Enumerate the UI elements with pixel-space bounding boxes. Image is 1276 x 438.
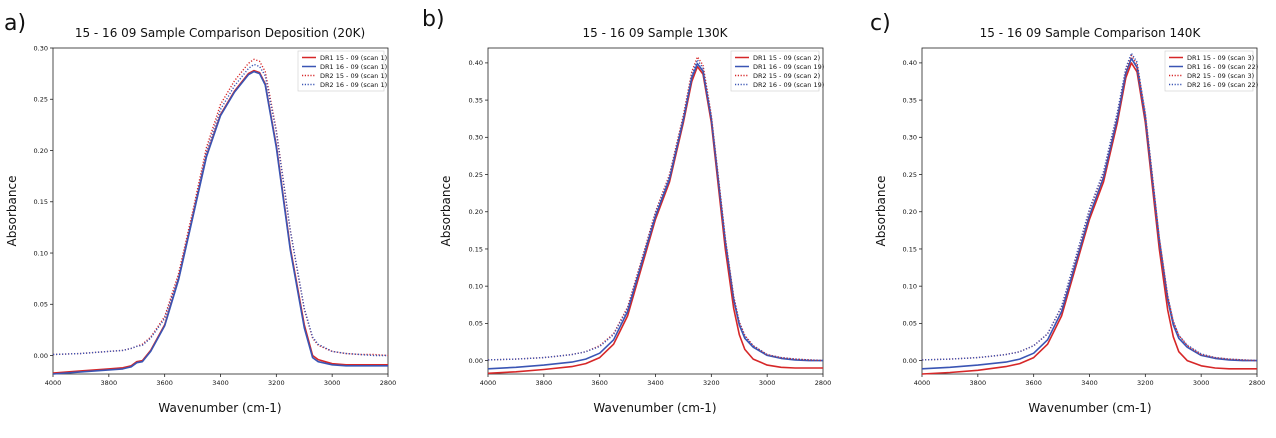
panel-b-axes: 4000 3800 3600 3400 3200 3000 2800 0.00 0.05 0.10… (469, 59, 832, 387)
panel-c-ytick-label: 0.20 (903, 208, 917, 216)
panel-b-ytick-label: 0.10 (469, 282, 483, 290)
panel-c-xtick-label: 3800 (970, 379, 987, 387)
panel-b: b) 15 - 16 09 Sample 130K Wavenumber (cm… (422, 7, 831, 415)
panel-c-legend-label-3: DR2 15 - 09 (scan 3) (1187, 72, 1254, 80)
panel-a-label: a) (4, 11, 26, 36)
panel-c-series-4-line (921, 52, 1258, 362)
panel-b-ytick-label: 0.30 (469, 134, 483, 142)
panel-a-ytick-label: 0.30 (34, 44, 48, 52)
panel-b-xtick-label: 3200 (703, 379, 720, 387)
panel-b-series-4-line (487, 59, 824, 362)
panel-c-series-2-line (921, 57, 1257, 370)
panel-c-label: c) (870, 11, 891, 36)
panel-c-ytick-label: 0.35 (903, 96, 917, 104)
panel-a-ytick-label: 0.25 (34, 96, 48, 104)
panel-c-ytick-label: 0.40 (903, 59, 917, 67)
panel-c-legend: DR1 15 - 09 (scan 3) DR1 16 - 09 (scan 2… (1164, 50, 1258, 92)
panel-c-xtick-label: 3400 (1081, 379, 1098, 387)
panel-b-legend-label-3: DR2 15 - 09 (scan 2) (753, 72, 820, 80)
panel-b-ylabel: Absorbance (439, 176, 453, 247)
panel-c-ytick-label: 0.15 (903, 245, 917, 253)
panel-c-axes: 4000 3800 3600 3400 3200 3000 2800 0.00 0.05 0.10… (903, 59, 1266, 387)
panel-c-ytick-label: 0.05 (903, 320, 917, 328)
panel-b-ytick-label: 0.40 (469, 59, 483, 67)
panel-a-xtick-label: 3600 (156, 379, 173, 387)
panel-a-xtick-label: 4000 (45, 379, 62, 387)
panel-a-xtick-label: 3200 (268, 379, 285, 387)
panel-a-series-2-line (52, 70, 388, 375)
panel-b-ytick-label: 0.35 (469, 96, 483, 104)
panel-b-ytick-label: 0.00 (469, 357, 483, 365)
panel-c-legend-label-2: DR1 16 - 09 (scan 22) (1187, 63, 1258, 71)
panel-c-xlabel: Wavenumber (cm-1) (1028, 401, 1151, 415)
panel-b-ytick-label: 0.20 (469, 208, 483, 216)
panel-c-ytick-label: 0.30 (903, 134, 917, 142)
panel-b-xlabel: Wavenumber (cm-1) (593, 401, 716, 415)
panel-b-legend-label-4: DR2 16 - 09 (scan 19) (753, 81, 824, 89)
panel-c-ytick-label: 0.10 (903, 282, 917, 290)
panel-a-xtick-label: 3800 (101, 379, 118, 387)
panel-c-series-1-line (921, 62, 1257, 375)
panel-a-ytick-label: 0.20 (34, 147, 48, 155)
panel-b-series-3-line (487, 56, 824, 362)
panel-b-xtick-label: 4000 (480, 379, 497, 387)
panel-c-series-lines (921, 52, 1258, 375)
panel-a-legend: DR1 15 - 09 (scan 1) DR1 16 - 09 (scan 1… (297, 50, 387, 92)
panel-a-legend-label-1: DR1 15 - 09 (scan 1) (320, 54, 387, 62)
panel-a-xtick-label: 3400 (212, 379, 229, 387)
panel-b-xtick-label: 3000 (759, 379, 776, 387)
panel-c-xtick-label: 3200 (1137, 379, 1154, 387)
panel-a-legend-label-2: DR1 16 - 09 (scan 1) (320, 63, 387, 71)
panel-c-xtick-label: 2800 (1249, 379, 1266, 387)
panel-a-ytick-label: 0.05 (34, 301, 48, 309)
panel-c-series-3-line (921, 54, 1258, 362)
panel-b-series-lines (487, 56, 824, 375)
panel-a-ytick-label: 0.10 (34, 249, 48, 257)
panel-c-ylabel: Absorbance (874, 176, 888, 247)
panel-a-ylabel: Absorbance (5, 176, 19, 247)
panel-a: a) 15 - 16 09 Sample Comparison Depositi… (4, 11, 396, 415)
panel-b-ytick-label: 0.25 (469, 171, 483, 179)
panel-b-xtick-label: 2800 (815, 379, 832, 387)
panel-a-axes: 4000 3800 3600 3400 3200 3000 2800 0.00 0.05 0.10… (34, 44, 397, 387)
panel-b-label: b) (422, 7, 445, 32)
panel-a-ytick-label: 0.00 (34, 352, 48, 360)
panel-a-xtick-label: 2800 (380, 379, 397, 387)
panel-c-ytick-label: 0.25 (903, 171, 917, 179)
panel-b-title: 15 - 16 09 Sample 130K (583, 26, 729, 40)
panel-b-legend-label-2: DR1 16 - 09 (scan 19) (753, 63, 824, 71)
panel-c-xtick-label: 3600 (1025, 379, 1042, 387)
panel-b-series-1-line (487, 65, 823, 375)
panel-a-series-4-line (52, 63, 388, 357)
panel-c: c) 15 - 16 09 Sample Comparison 140K Wav… (870, 11, 1265, 415)
panel-a-legend-label-4: DR2 16 - 09 (scan 1) (320, 81, 387, 89)
panel-b-xtick-label: 3600 (591, 379, 608, 387)
panel-a-xtick-label: 3000 (324, 379, 341, 387)
panel-b-legend-label-1: DR1 15 - 09 (scan 2) (753, 54, 820, 62)
panel-c-legend-label-4: DR2 16 - 09 (scan 22) (1187, 81, 1258, 89)
panel-c-ytick-label: 0.00 (903, 357, 917, 365)
panel-a-legend-label-3: DR2 15 - 09 (scan 1) (320, 72, 387, 80)
panel-b-xtick-label: 3800 (536, 379, 553, 387)
panel-a-series-lines (52, 58, 389, 375)
panel-a-ytick-label: 0.15 (34, 198, 48, 206)
panel-a-title: 15 - 16 09 Sample Comparison Deposition … (75, 26, 365, 40)
panel-c-xtick-label: 4000 (914, 379, 931, 387)
panel-c-title: 15 - 16 09 Sample Comparison 140K (980, 26, 1202, 40)
panel-b-series-2-line (487, 62, 823, 370)
panel-c-xtick-label: 3000 (1193, 379, 1210, 387)
panel-b-legend: DR1 15 - 09 (scan 2) DR1 16 - 09 (scan 1… (730, 50, 824, 92)
panel-a-xlabel: Wavenumber (cm-1) (158, 401, 281, 415)
panel-c-legend-label-1: DR1 15 - 09 (scan 3) (1187, 54, 1254, 62)
panel-b-ytick-label: 0.15 (469, 245, 483, 253)
panel-b-ytick-label: 0.05 (469, 320, 483, 328)
panel-b-xtick-label: 3400 (647, 379, 664, 387)
